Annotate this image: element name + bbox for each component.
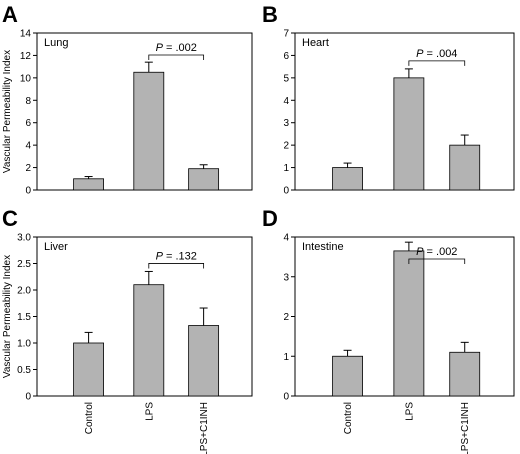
y-axis-title-a: Vascular Permeability Index [2, 50, 13, 173]
p-symbol-c: P [156, 250, 164, 262]
significance-bracket-d [408, 258, 466, 264]
y-tick-label-a-1: 2 [25, 163, 31, 174]
y-tick-label-d-3: 3 [283, 272, 289, 283]
category-label-d-1: LPS [404, 402, 415, 421]
p-symbol-d: P [416, 246, 424, 258]
bar-b-control [332, 167, 363, 191]
y-tick-label-d-4: 4 [283, 233, 289, 244]
bar-a-lps-c1inh [188, 168, 220, 191]
panel-title-c: Liver [44, 241, 68, 253]
y-tick-label-a-7: 14 [20, 29, 32, 40]
y-tick-label-c-4: 2.0 [17, 286, 31, 297]
y-tick-label-a-2: 4 [25, 141, 31, 152]
panel-title-b: Heart [302, 37, 329, 49]
p-value-d: = .002 [423, 246, 457, 258]
bar-b-lps [393, 77, 425, 191]
y-tick-label-c-5: 2.5 [17, 259, 31, 270]
y-tick-label-a-0: 0 [25, 186, 31, 197]
panel-letter-b: B [262, 2, 278, 27]
bar-c-lps [133, 284, 165, 397]
y-tick-label-d-2: 2 [283, 312, 289, 323]
panel-letter-d: D [262, 206, 278, 231]
panel-letter-a: A [2, 2, 18, 27]
y-tick-label-d-1: 1 [283, 352, 289, 363]
y-tick-label-b-5: 5 [283, 73, 289, 84]
y-tick-label-d-0: 0 [283, 392, 289, 403]
p-value-label-c: P = .132 [156, 250, 197, 262]
y-tick-label-a-5: 10 [20, 73, 32, 84]
bar-a-control [73, 178, 104, 191]
y-tick-label-c-1: 0.5 [17, 365, 31, 376]
category-label-d-2: LPS+C1INH [460, 402, 471, 454]
panel-letter-c: C [2, 206, 18, 231]
panel-title-d: Intestine [302, 241, 344, 253]
significance-bracket-a [148, 54, 205, 60]
y-tick-label-b-3: 3 [283, 118, 289, 129]
significance-bracket-b [408, 60, 466, 66]
y-tick-label-a-6: 12 [20, 51, 32, 62]
p-value-b: = .004 [423, 48, 457, 60]
category-label-d-0: Control [343, 402, 354, 434]
y-tick-label-c-3: 1.5 [17, 312, 31, 323]
bar-d-lps [393, 250, 425, 397]
y-tick-label-b-4: 4 [283, 96, 289, 107]
category-label-c-2: LPS+C1INH [199, 402, 210, 454]
y-tick-label-b-0: 0 [283, 186, 289, 197]
p-symbol-a: P [156, 42, 164, 54]
bar-c-control [73, 342, 104, 397]
y-tick-label-c-6: 3.0 [17, 233, 31, 244]
y-tick-label-b-7: 7 [283, 29, 289, 40]
bar-b-lps-c1inh [449, 144, 481, 191]
bar-c-lps-c1inh [188, 325, 220, 397]
y-tick-label-c-0: 0 [25, 392, 31, 403]
p-value-c: = .132 [163, 250, 197, 262]
p-value-label-a: P = .002 [156, 42, 197, 54]
category-label-c-0: Control [84, 402, 95, 434]
bar-d-control [332, 355, 363, 397]
y-tick-label-b-2: 2 [283, 141, 289, 152]
bar-a-lps [133, 71, 165, 191]
bar-d-lps-c1inh [449, 351, 481, 397]
significance-bracket-c [148, 263, 205, 269]
category-label-c-1: LPS [144, 402, 155, 421]
p-value-label-b: P = .004 [416, 48, 457, 60]
y-tick-label-b-1: 1 [283, 163, 289, 174]
y-tick-label-a-4: 8 [25, 96, 31, 107]
y-tick-label-a-3: 6 [25, 118, 31, 129]
y-tick-label-c-2: 1.0 [17, 339, 31, 350]
panel-title-a: Lung [44, 37, 68, 49]
p-value-a: = .002 [163, 42, 197, 54]
y-axis-title-c: Vascular Permeability Index [2, 255, 13, 378]
p-symbol-b: P [416, 48, 424, 60]
p-value-label-d: P = .002 [416, 246, 457, 258]
y-tick-label-b-6: 6 [283, 51, 289, 62]
